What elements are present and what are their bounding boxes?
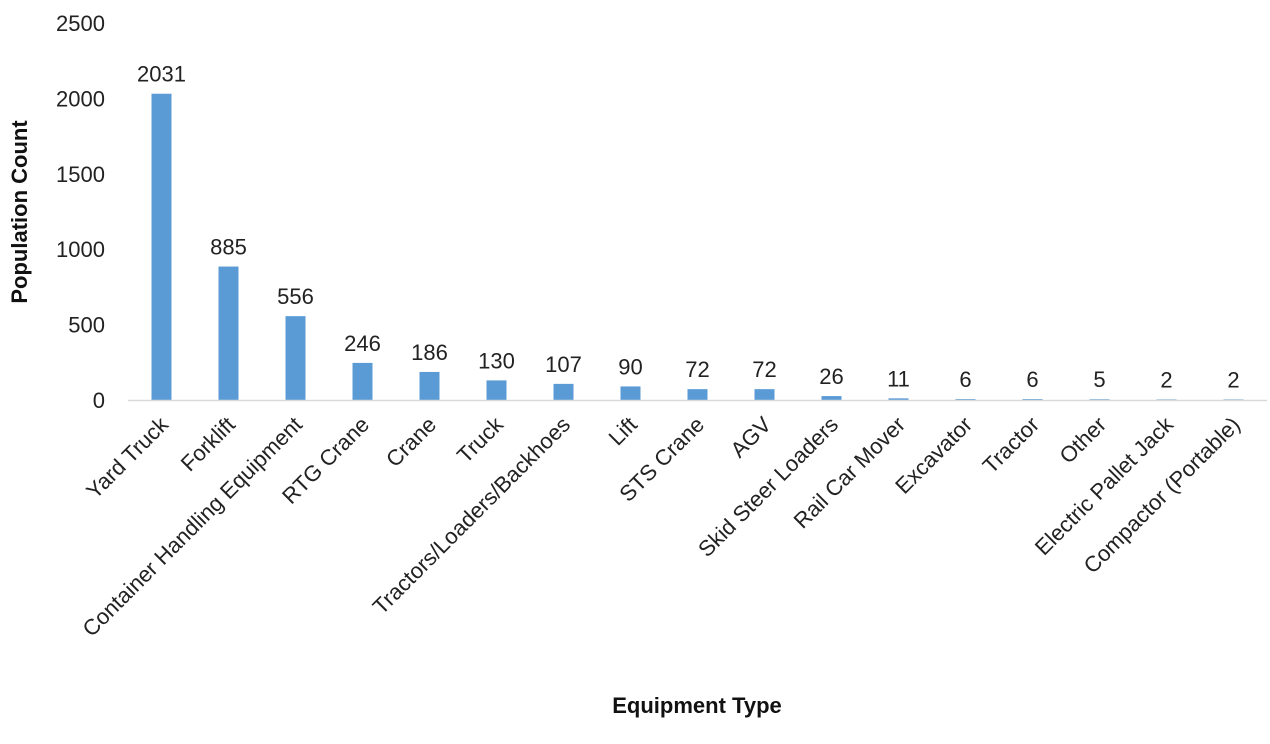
data-label: 6 — [959, 367, 971, 392]
y-axis-ticks: 0 500 1000 1500 2000 2500 — [56, 11, 105, 413]
bar — [553, 383, 574, 400]
data-label: 186 — [411, 340, 448, 365]
data-labels: 2031 885 556 246 186 130 107 90 72 72 26 11 6 6 5 2 2 — [137, 62, 1240, 393]
bar — [419, 371, 440, 400]
bar — [1223, 399, 1244, 400]
data-label: 885 — [210, 235, 247, 260]
bar — [955, 399, 976, 400]
data-label: 2 — [1227, 368, 1239, 393]
bar — [151, 93, 172, 401]
bar — [1022, 399, 1043, 400]
bar — [1089, 399, 1110, 400]
data-label: 6 — [1026, 367, 1038, 392]
y-tick-label: 1500 — [56, 162, 105, 187]
y-tick-label: 2000 — [56, 86, 105, 111]
category-label: Forklift — [176, 412, 240, 476]
data-label: 2031 — [137, 62, 186, 87]
data-label: 72 — [685, 357, 709, 382]
data-label: 72 — [752, 357, 776, 382]
bar — [888, 398, 909, 400]
bars — [151, 93, 1244, 401]
bar — [687, 389, 708, 400]
category-label: Crane — [381, 412, 441, 472]
category-label: Truck — [452, 411, 509, 468]
y-axis-title: Population Count — [7, 120, 32, 304]
x-axis-title: Equipment Type — [612, 693, 782, 718]
y-tick-label: 500 — [68, 313, 105, 338]
bar — [754, 389, 775, 400]
bar — [218, 266, 239, 400]
bar — [620, 386, 641, 400]
data-label: 130 — [478, 348, 515, 373]
data-label: 107 — [545, 352, 582, 377]
y-tick-label: 0 — [93, 388, 105, 413]
category-label: Yard Truck — [81, 411, 173, 503]
bar — [352, 362, 373, 400]
bar — [821, 396, 842, 400]
category-label: AGV — [725, 412, 776, 463]
category-label: Lift — [604, 412, 642, 450]
data-label: 2 — [1160, 368, 1172, 393]
data-label: 26 — [819, 364, 843, 389]
category-label: Tractor — [978, 412, 1044, 478]
data-label: 246 — [344, 331, 381, 356]
bar — [486, 380, 507, 400]
bar — [285, 316, 306, 400]
category-label: Other — [1054, 412, 1111, 469]
bar — [1156, 399, 1177, 400]
data-label: 5 — [1093, 367, 1105, 392]
data-label: 556 — [277, 284, 314, 309]
y-tick-label: 1000 — [56, 237, 105, 262]
data-label: 90 — [618, 354, 642, 379]
y-tick-label: 2500 — [56, 11, 105, 36]
data-label: 11 — [887, 366, 910, 391]
